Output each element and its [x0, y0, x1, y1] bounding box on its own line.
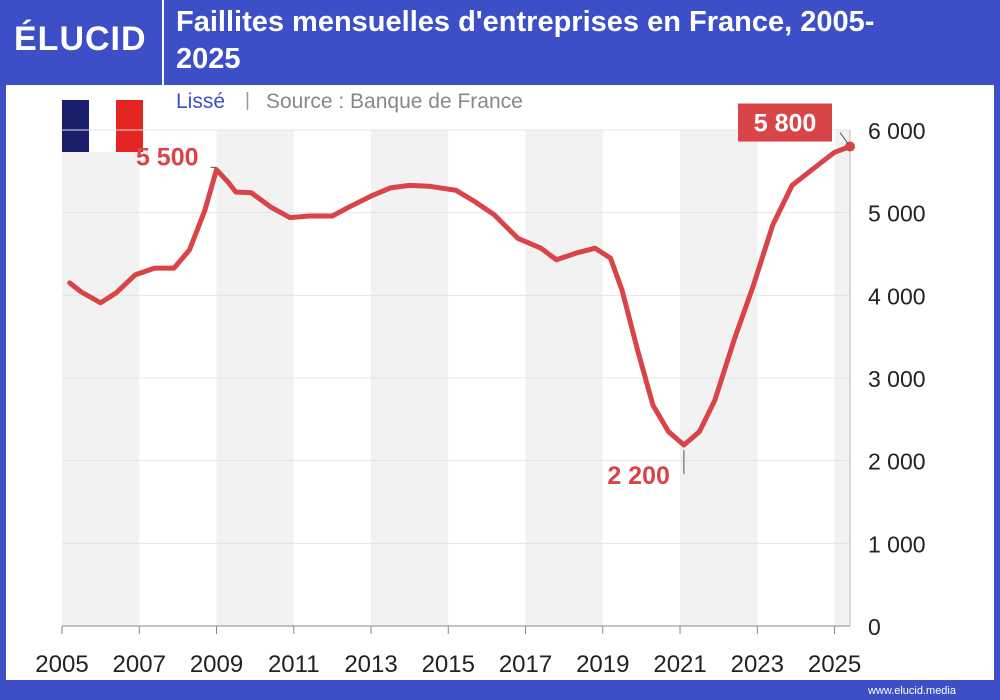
separator [162, 0, 164, 85]
y-tick-label: 1 000 [868, 531, 926, 557]
end-point [845, 141, 855, 152]
panel [6, 85, 994, 680]
footer: www.elucid.media [867, 685, 956, 697]
flag-white [89, 100, 116, 152]
annotation-label: 5 500 [136, 143, 199, 171]
source: Source : Banque de France [266, 90, 523, 113]
line [67, 144, 853, 448]
y-tick-label: 4 000 [868, 283, 926, 309]
y-tick-label: 2 000 [868, 449, 926, 475]
divider: | [245, 90, 250, 111]
x-tick-label: 2011 [268, 651, 320, 678]
x-tick-label: 2013 [344, 651, 397, 678]
x-tick-label: 2021 [653, 651, 706, 678]
x-tick-label: 2015 [422, 651, 475, 678]
x-tick-label: 2019 [576, 651, 629, 678]
y-tick-label: 3 000 [868, 366, 926, 392]
x-tick-label: 2009 [190, 651, 243, 678]
x-tick-label: 2005 [35, 651, 88, 678]
annotation-label: 5 800 [754, 110, 817, 138]
x-tick-label: 2025 [808, 651, 861, 678]
chart-title: Faillites mensuelles d'entreprises en Fr… [176, 6, 875, 75]
y-tick-label: 6 000 [868, 118, 926, 144]
flag-red [116, 100, 143, 152]
smoothing-note: Lissé [176, 90, 225, 113]
x-tick-label: 2007 [113, 651, 166, 678]
y-tick-label: 0 [868, 614, 881, 640]
annotation-box [738, 103, 832, 142]
logo: ÉLUCID [14, 20, 147, 58]
y-tick-label: 5 000 [868, 201, 926, 227]
annotation-leader [839, 132, 849, 144]
x-tick-label: 2017 [499, 651, 552, 678]
x-tick-label: 2023 [731, 651, 784, 678]
flag-blue [62, 100, 89, 152]
annotation-label: 2 200 [607, 462, 670, 490]
